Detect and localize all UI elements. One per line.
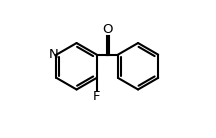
Text: N: N — [49, 48, 59, 61]
Text: O: O — [102, 23, 113, 36]
Text: F: F — [93, 90, 100, 103]
